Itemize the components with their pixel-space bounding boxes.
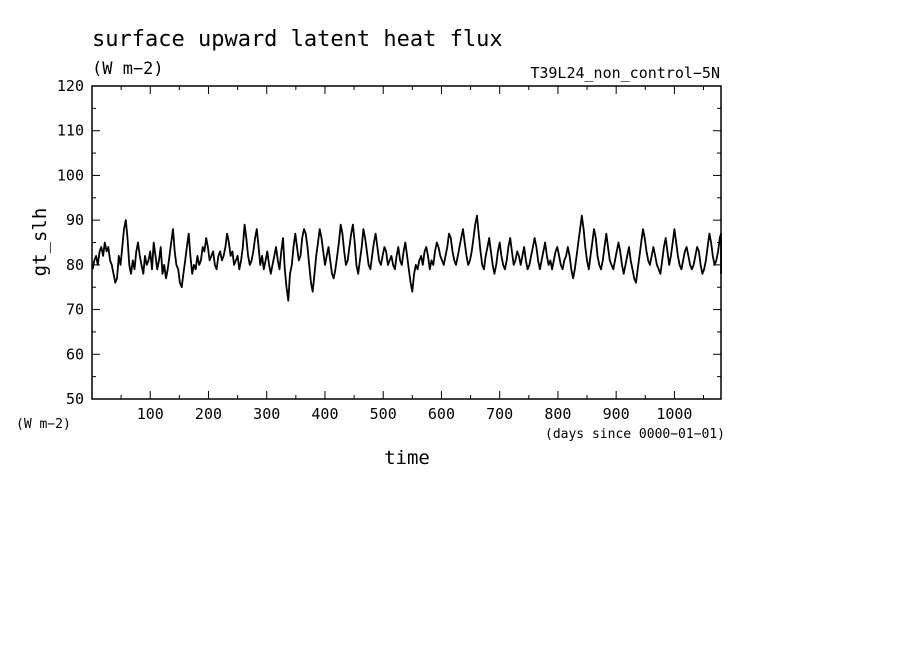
y-axis-label: gt_slh — [29, 208, 51, 277]
x-tick-label: 800 — [544, 405, 571, 423]
x-tick-label: 700 — [486, 405, 513, 423]
y-tick-label: 90 — [66, 211, 84, 229]
x-axis-units: (days since 0000−01−01) — [545, 427, 725, 442]
y-axis-units: (W m−2) — [16, 417, 71, 432]
y-tick-label: 50 — [66, 390, 84, 408]
series-line-gt-slh — [91, 214, 722, 302]
run-name: T39L24_non_control−5N — [530, 64, 720, 82]
x-axis-label: time — [384, 447, 430, 469]
x-tick-label: 1000 — [656, 405, 692, 423]
x-tick-label: 200 — [195, 405, 222, 423]
y-tick-label: 110 — [57, 122, 84, 140]
y-tick-label: 100 — [57, 166, 84, 184]
y-tick-label: 60 — [66, 345, 84, 363]
x-tick-label: 900 — [603, 405, 630, 423]
x-tick-label: 400 — [311, 405, 338, 423]
axis-tick-labels: 50 60 70 80 90 100 110 120 100 200 300 400 500 600 700… — [57, 77, 693, 423]
x-tick-label: 300 — [253, 405, 280, 423]
x-tick-label: 500 — [370, 405, 397, 423]
y-tick-label: 120 — [57, 77, 84, 95]
x-tick-label: 600 — [428, 405, 455, 423]
chart-title: surface upward latent heat flux — [92, 27, 503, 52]
title-units: (W m−2) — [92, 59, 164, 79]
x-tick-label: 100 — [137, 405, 164, 423]
plot-frame — [91, 85, 722, 400]
y-tick-label: 70 — [66, 301, 84, 319]
y-tick-label: 80 — [66, 256, 84, 274]
